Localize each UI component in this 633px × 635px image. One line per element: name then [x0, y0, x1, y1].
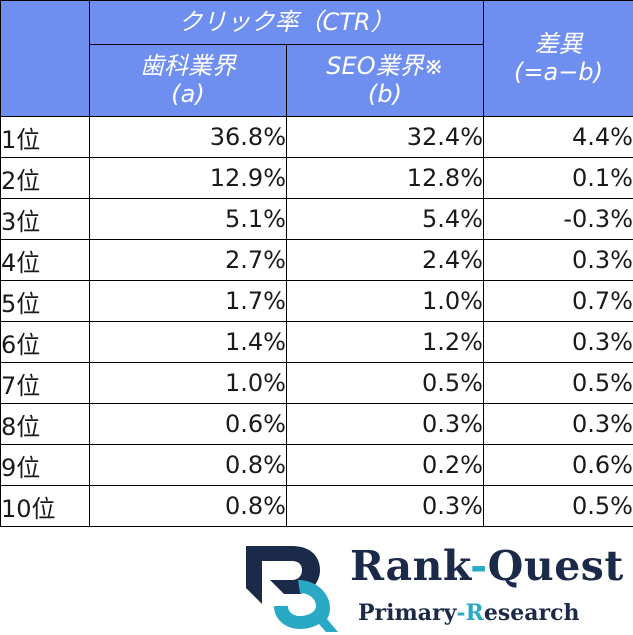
rank-quest-logo: Rank-Quest Primary-Research	[240, 540, 633, 635]
dental-ctr-cell: 2.7%	[89, 239, 287, 281]
rank-cell: 2位	[0, 157, 90, 199]
dental-ctr-cell: 1.0%	[89, 362, 287, 404]
diff-cell: 0.5%	[483, 485, 633, 527]
seo-ctr-cell: 12.8%	[286, 157, 484, 199]
seo-ctr-cell: 0.5%	[286, 362, 484, 404]
rank-cell: 4位	[0, 239, 90, 281]
dental-ctr-cell: 5.1%	[89, 198, 287, 240]
seo-ctr-cell: 1.2%	[286, 321, 484, 363]
table-row: 3位 5.1% 5.4% -0.3%	[0, 198, 633, 240]
header-seo-line2: (b)	[368, 79, 402, 108]
table-row: 2位 12.9% 12.8% 0.1%	[0, 157, 633, 199]
diff-cell: 0.1%	[483, 157, 633, 199]
dental-ctr-cell: 0.8%	[89, 485, 287, 527]
ctr-comparison-table: クリック率（CTR） 差異 (=a−b) 歯科業界 (a) SEO業界※ (b)…	[0, 0, 633, 527]
diff-cell: 0.3%	[483, 239, 633, 281]
diff-cell: 0.7%	[483, 280, 633, 322]
header-seo-line1: SEO業界※	[326, 51, 444, 80]
rank-cell: 3位	[0, 198, 90, 240]
rank-cell: 8位	[0, 403, 90, 445]
dental-ctr-cell: 1.4%	[89, 321, 287, 363]
rank-cell: 1位	[0, 116, 90, 158]
header-ctr-group-label: クリック率（CTR）	[178, 7, 395, 36]
seo-ctr-cell: 32.4%	[286, 116, 484, 158]
header-diff-line2: (=a−b)	[514, 57, 603, 86]
seo-ctr-cell: 2.4%	[286, 239, 484, 281]
dental-ctr-cell: 36.8%	[89, 116, 287, 158]
header-diff: 差異 (=a−b)	[483, 0, 633, 117]
header-corner-cell	[0, 0, 90, 117]
logo-title-hyphen: -	[470, 542, 488, 590]
logo-title-quest: Quest	[487, 542, 624, 590]
header-dental-line2: (a)	[171, 79, 205, 108]
table-row: 4位 2.7% 2.4% 0.3%	[0, 239, 633, 281]
dental-ctr-cell: 12.9%	[89, 157, 287, 199]
seo-ctr-cell: 0.3%	[286, 403, 484, 445]
table-row: 7位 1.0% 0.5% 0.5%	[0, 362, 633, 404]
header-dental: 歯科業界 (a)	[89, 44, 287, 117]
logo-subtitle-r: R	[465, 600, 484, 626]
seo-ctr-cell: 0.3%	[286, 485, 484, 527]
diff-cell: 0.6%	[483, 444, 633, 486]
dental-ctr-cell: 0.8%	[89, 444, 287, 486]
table-row: 5位 1.7% 1.0% 0.7%	[0, 280, 633, 322]
dental-ctr-cell: 1.7%	[89, 280, 287, 322]
dental-ctr-cell: 0.6%	[89, 403, 287, 445]
diff-cell: 0.3%	[483, 403, 633, 445]
logo-subtitle-research: esearch	[483, 600, 580, 626]
header-seo: SEO業界※ (b)	[286, 44, 484, 117]
diff-cell: -0.3%	[483, 198, 633, 240]
logo-title: Rank-Quest	[350, 542, 624, 590]
rank-cell: 9位	[0, 444, 90, 486]
logo-subtitle-hyphen: -	[456, 600, 466, 626]
rank-quest-rq-logo-icon	[246, 546, 338, 632]
header-diff-line1: 差異	[534, 29, 583, 58]
header-dental-line1: 歯科業界	[140, 51, 236, 80]
table-row: 10位 0.8% 0.3% 0.5%	[0, 485, 633, 527]
diff-cell: 0.3%	[483, 321, 633, 363]
table-row: 6位 1.4% 1.2% 0.3%	[0, 321, 633, 363]
header-ctr-group: クリック率（CTR）	[89, 0, 484, 45]
diff-cell: 4.4%	[483, 116, 633, 158]
rank-cell: 10位	[0, 485, 90, 527]
rank-cell: 5位	[0, 280, 90, 322]
table-row: 8位 0.6% 0.3% 0.3%	[0, 403, 633, 445]
logo-title-rank: Rank	[350, 542, 471, 590]
rank-cell: 7位	[0, 362, 90, 404]
table-row: 1位 36.8% 32.4% 4.4%	[0, 116, 633, 158]
seo-ctr-cell: 5.4%	[286, 198, 484, 240]
logo-subtitle-primary: Primary	[358, 600, 457, 626]
rank-cell: 6位	[0, 321, 90, 363]
table-row: 9位 0.8% 0.2% 0.6%	[0, 444, 633, 486]
seo-ctr-cell: 1.0%	[286, 280, 484, 322]
logo-subtitle: Primary-Research	[358, 600, 579, 626]
diff-cell: 0.5%	[483, 362, 633, 404]
seo-ctr-cell: 0.2%	[286, 444, 484, 486]
